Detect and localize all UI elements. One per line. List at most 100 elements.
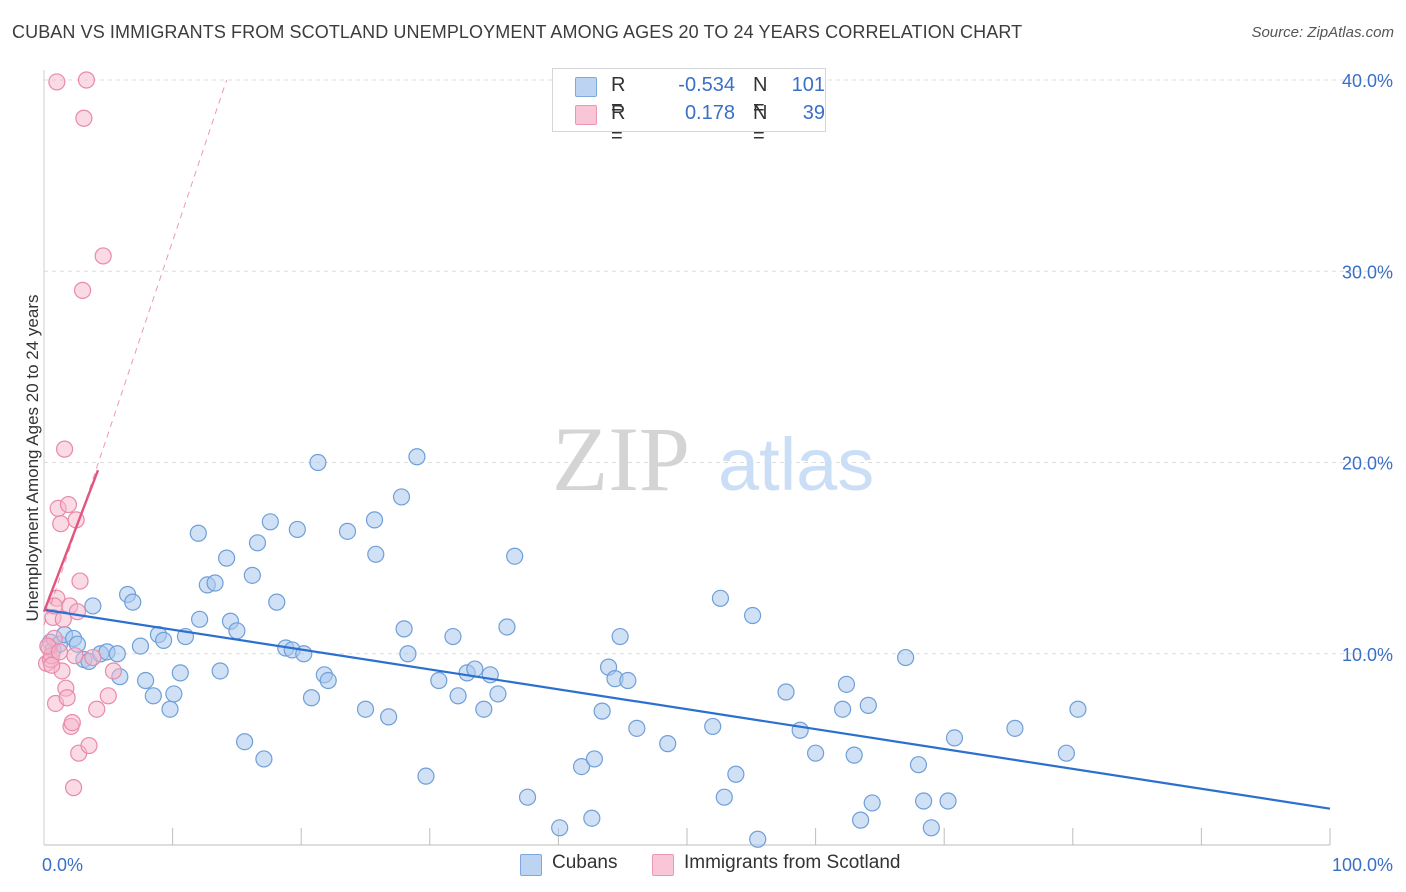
point-cubans-58 (449, 687, 467, 705)
point-cubans-100 (1057, 744, 1075, 762)
point-cubans-74 (611, 627, 629, 646)
point-cubans-27 (206, 574, 224, 592)
point-scotland-28 (88, 700, 106, 718)
point-cubans-47 (356, 700, 375, 718)
point-scotland-30 (99, 687, 117, 705)
point-scotland-23 (73, 281, 92, 299)
point-cubans-98 (945, 729, 964, 747)
point-cubans-14 (124, 593, 142, 611)
point-cubans-49 (365, 511, 384, 529)
point-cubans-52 (395, 620, 413, 638)
point-cubans-91 (859, 696, 877, 714)
source-label: Source: ZipAtlas.com (1251, 24, 1394, 41)
legend-swatch-scotland (575, 105, 597, 125)
point-scotland-24 (75, 109, 93, 127)
point-cubans-85 (791, 721, 809, 739)
point-scotland-37 (48, 73, 66, 91)
point-cubans-42 (302, 689, 321, 707)
point-cubans-54 (408, 448, 426, 466)
point-scotland-25 (77, 71, 96, 89)
point-cubans-86 (806, 744, 825, 762)
legend-r-label: R = (611, 74, 626, 119)
point-scotland-26 (80, 736, 98, 755)
trend-line-scotland-extended (43, 79, 228, 626)
point-cubans-22 (171, 664, 189, 682)
point-cubans-33 (243, 566, 261, 584)
point-cubans-25 (191, 610, 209, 628)
point-scotland-27 (84, 648, 102, 667)
bottom-legend-swatch-scotland (652, 854, 674, 876)
point-scotland-34 (50, 643, 69, 661)
trend-lines (42, 79, 1331, 810)
point-cubans-20 (161, 700, 179, 718)
point-cubans-43 (309, 453, 327, 472)
legend-r-value: 0.178 (684, 102, 735, 124)
point-cubans-68 (572, 757, 591, 776)
bottom-legend-label-cubans: Cubans (552, 852, 618, 873)
axis-tick-labels: 10.0% 20.0% 30.0% 40.0% 0.0% 100.0% (42, 71, 1393, 875)
point-cubans-64 (498, 618, 516, 636)
point-cubans-79 (711, 589, 730, 607)
point-cubans-57 (444, 627, 462, 646)
series-cubans-points (41, 448, 1087, 848)
legend-n-label: N = (753, 102, 768, 147)
point-scotland-36 (68, 603, 87, 621)
point-cubans-36 (261, 513, 279, 531)
correlation-legend: R = -0.534 N = 101 R = 0.178 N = 39 (552, 68, 826, 147)
legend-n-label: N = (753, 74, 768, 119)
point-cubans-101 (1069, 700, 1087, 718)
legend-n-value: 39 (802, 102, 825, 124)
point-cubans-88 (837, 675, 856, 693)
point-cubans-19 (154, 631, 173, 649)
point-cubans-95 (915, 792, 933, 810)
watermark-zip: ZIP (552, 408, 690, 510)
y-axis-label: Unemployment Among Ages 20 to 24 years (23, 295, 42, 622)
point-cubans-15 (131, 637, 150, 655)
watermark-atlas: atlas (718, 423, 874, 506)
legend-r-value: -0.534 (678, 74, 735, 96)
y-tick-label-0: 10.0% (1342, 645, 1393, 665)
x-tick-label-0: 0.0% (42, 855, 83, 875)
point-scotland-29 (94, 247, 112, 265)
legend-swatch-cubans (575, 77, 597, 97)
point-cubans-96 (922, 819, 940, 837)
point-cubans-11 (108, 645, 126, 663)
point-cubans-45 (319, 671, 337, 690)
y-tick-label-3: 40.0% (1342, 71, 1393, 91)
point-scotland-19 (66, 647, 84, 665)
point-scotland-11 (55, 440, 74, 458)
trend-line-cubans (43, 608, 1331, 810)
series-scotland-points (37, 71, 123, 797)
point-cubans-67 (551, 819, 569, 837)
point-cubans-56 (430, 671, 448, 690)
y-tick-label-1: 20.0% (1342, 454, 1393, 474)
point-cubans-90 (852, 811, 870, 829)
point-cubans-46 (338, 522, 357, 540)
point-cubans-84 (777, 683, 795, 701)
point-cubans-40 (288, 520, 306, 539)
point-cubans-63 (489, 685, 507, 703)
point-cubans-65 (506, 547, 524, 565)
x-tick-label-1: 100.0% (1332, 855, 1393, 875)
point-cubans-34 (248, 534, 267, 552)
point-cubans-69 (583, 809, 601, 827)
point-cubans-21 (165, 685, 183, 703)
point-scotland-31 (104, 662, 123, 680)
point-cubans-55 (417, 767, 435, 785)
point-cubans-78 (704, 717, 722, 736)
point-cubans-50 (380, 708, 398, 726)
bottom-legend-swatch-cubans (520, 854, 542, 876)
point-scotland-22 (71, 572, 89, 590)
point-cubans-80 (715, 788, 733, 806)
bottom-legend-label-scotland: Immigrants from Scotland (684, 852, 901, 873)
point-cubans-48 (367, 545, 385, 563)
point-cubans-31 (228, 622, 246, 640)
point-cubans-76 (628, 719, 646, 737)
point-cubans-71 (593, 702, 611, 720)
point-cubans-32 (236, 733, 254, 751)
trend-line-scotland (42, 469, 100, 613)
point-cubans-97 (939, 792, 957, 810)
point-scotland-18 (64, 779, 83, 797)
y-tick-label-2: 30.0% (1342, 262, 1393, 282)
